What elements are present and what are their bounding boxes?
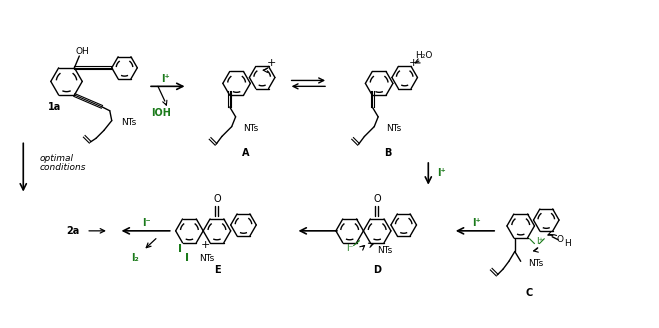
Text: D: D xyxy=(373,265,381,275)
Text: IOH: IOH xyxy=(151,108,171,118)
Text: H₂O: H₂O xyxy=(415,51,432,60)
Text: O: O xyxy=(557,235,563,244)
Text: O: O xyxy=(374,195,381,204)
Text: +: + xyxy=(200,240,210,250)
Text: H: H xyxy=(565,239,571,248)
Text: C: C xyxy=(526,288,533,298)
Text: NTs: NTs xyxy=(243,124,259,133)
Text: NTs: NTs xyxy=(529,259,544,268)
Text: NTs: NTs xyxy=(200,254,215,263)
Text: +: + xyxy=(409,58,418,68)
Text: I⁺: I⁺ xyxy=(472,218,481,228)
Text: OH: OH xyxy=(75,47,89,55)
Text: I⁻: I⁻ xyxy=(142,218,150,228)
Text: I₂: I₂ xyxy=(131,253,139,263)
Text: A: A xyxy=(242,148,249,158)
Text: 2a: 2a xyxy=(66,226,79,236)
Text: O: O xyxy=(213,195,221,204)
Text: E: E xyxy=(214,265,220,275)
Text: NTs: NTs xyxy=(121,118,137,127)
Text: B: B xyxy=(384,148,391,158)
Text: 1a: 1a xyxy=(48,102,61,112)
Text: optimal: optimal xyxy=(40,154,74,163)
Text: NTs: NTs xyxy=(386,124,401,133)
Text: I: I xyxy=(185,253,189,263)
Text: I: I xyxy=(177,244,182,254)
Text: +: + xyxy=(266,58,275,68)
Text: I⁺: I⁺ xyxy=(536,237,543,246)
Text: NTs: NTs xyxy=(378,246,393,255)
Text: I⁺: I⁺ xyxy=(161,74,170,84)
Text: I⁺: I⁺ xyxy=(437,168,445,178)
Text: conditions: conditions xyxy=(40,163,86,173)
Text: I⁻: I⁻ xyxy=(346,244,353,253)
